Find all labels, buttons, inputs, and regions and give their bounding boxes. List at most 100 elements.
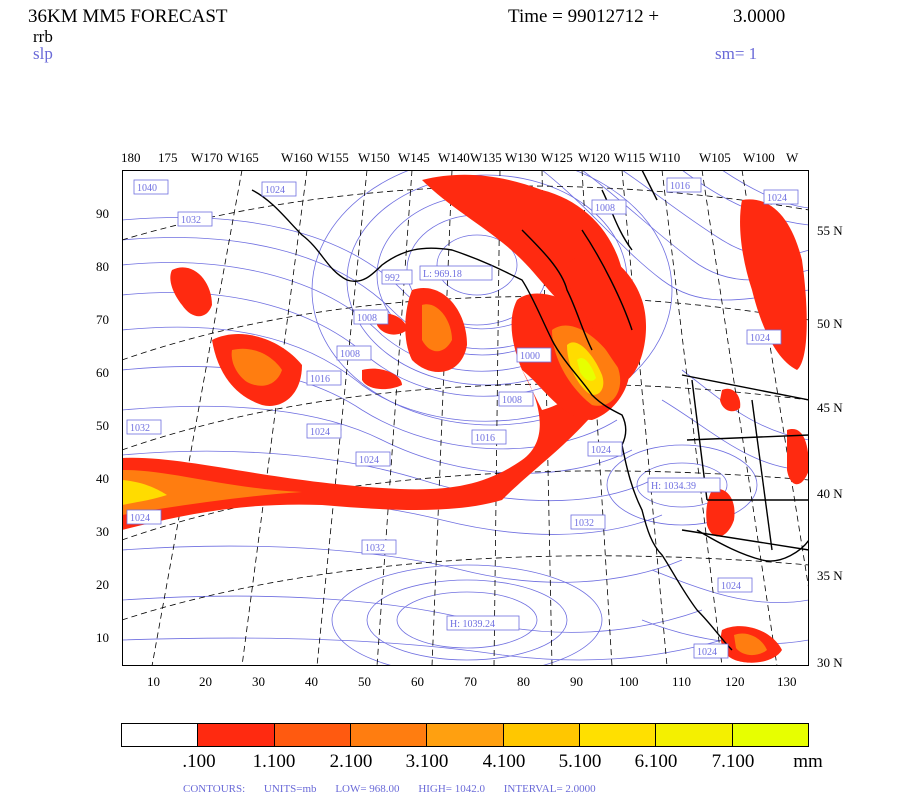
colorbar-cell [578, 724, 656, 746]
contour-label: 1024 [693, 643, 729, 659]
svg-text:1024: 1024 [359, 455, 379, 466]
svg-text:1024: 1024 [265, 185, 285, 196]
lon-label: W [786, 150, 799, 165]
colorbar-cell [273, 724, 350, 746]
precip-small-3 [720, 388, 741, 412]
svg-text:1032: 1032 [365, 543, 385, 554]
x-label: 10 [147, 674, 160, 689]
lon-label: W110 [649, 150, 681, 165]
lon-label: W115 [614, 150, 646, 165]
contour-label: 1008 [498, 391, 534, 407]
field-secondary: slp [33, 44, 53, 63]
contour-label: 1024 [587, 441, 623, 457]
colorbar-cell [349, 724, 427, 746]
precip-aleutian [170, 267, 212, 317]
svg-text:1024: 1024 [310, 427, 330, 438]
y-label: 40 [96, 471, 109, 486]
contour-label: 1024 [746, 329, 782, 345]
contour-label: 1024 [763, 189, 799, 205]
svg-text:H: 1034.39: H: 1034.39 [651, 481, 696, 492]
lon-label: W125 [541, 150, 573, 165]
contour-label: H: 1034.39 [647, 477, 721, 493]
svg-text:H: 1039.24: H: 1039.24 [450, 619, 495, 630]
svg-text:1024: 1024 [591, 445, 611, 456]
x-label: 130 [777, 674, 797, 689]
contour-label: 1024 [355, 451, 391, 467]
lon-label: W150 [358, 150, 390, 165]
precip-colorbar [121, 723, 809, 747]
svg-text:1016: 1016 [670, 181, 690, 192]
y-label: 90 [96, 206, 109, 221]
precip-shading [122, 174, 809, 663]
svg-text:1008: 1008 [340, 349, 360, 360]
colorbar-label: 2.100 [329, 751, 373, 772]
contour-label: 1024 [306, 423, 342, 439]
colorbar-label: 1.100 [252, 751, 296, 772]
contour-label: 992 [381, 269, 413, 285]
contour-label: 1032 [177, 211, 213, 227]
svg-text:1024: 1024 [767, 193, 787, 204]
lon-label: W170 [191, 150, 223, 165]
lon-label: W165 [227, 150, 259, 165]
contour-label: 1024 [717, 577, 753, 593]
x-label: 30 [252, 674, 265, 689]
lat-label: 55 N [817, 223, 843, 238]
colorbar-cell [197, 724, 274, 746]
chart-title: 36KM MM5 FORECAST [28, 6, 228, 27]
time-label: Time = 99012712 + [508, 6, 660, 27]
x-label: 80 [517, 674, 530, 689]
x-label: 20 [199, 674, 212, 689]
svg-text:1024: 1024 [697, 647, 717, 658]
lon-label: W155 [317, 150, 349, 165]
lon-label: W135 [470, 150, 502, 165]
lat-label: 30 N [817, 655, 843, 670]
svg-text:1024: 1024 [750, 333, 770, 344]
x-label: 90 [570, 674, 583, 689]
x-label: 40 [305, 674, 318, 689]
contour-label: 1024 [126, 509, 162, 525]
precip-canada [566, 253, 647, 380]
precip-rockies [740, 199, 807, 370]
colorbar-label: 3.100 [405, 751, 449, 772]
contour-labels: 1040 1032 1024 1008 992 L: 969.18 1008 1… [126, 177, 799, 659]
map-background [122, 170, 809, 666]
contour-info: CONTOURS: UNITS=mb LOW= 968.00 HIGH= 104… [183, 783, 612, 795]
x-label: 110 [672, 674, 692, 689]
x-label: 100 [619, 674, 639, 689]
map-frame [122, 170, 809, 666]
svg-text:1040: 1040 [137, 183, 157, 194]
contour-label: 1024 [261, 181, 297, 197]
field-primary: rrb [33, 27, 53, 46]
contour-label: 1016 [306, 370, 342, 386]
colorbar-label: 5.100 [558, 751, 602, 772]
contour-label: 1000 [516, 347, 552, 363]
lat-label: 45 N [817, 400, 843, 415]
high-label: HIGH= 1042.0 [418, 783, 486, 795]
colorbar-cell [731, 724, 808, 746]
contours-label: CONTOURS: [183, 783, 246, 795]
contour-label: 1016 [666, 177, 702, 193]
lon-label: W105 [699, 150, 731, 165]
svg-text:1032: 1032 [181, 215, 201, 226]
lon-label: W130 [505, 150, 537, 165]
contour-label [127, 508, 161, 522]
precip-gulf-west-mid [231, 348, 282, 386]
precip-small-1 [362, 368, 402, 390]
svg-text:1008: 1008 [357, 313, 377, 324]
colorbar-cell [655, 724, 732, 746]
contour-label: 1032 [570, 514, 606, 530]
colorbar-cell [426, 724, 503, 746]
lon-label: W160 [281, 150, 313, 165]
contour-label: 1016 [471, 429, 507, 445]
svg-text:1016: 1016 [310, 374, 330, 385]
x-label: 60 [411, 674, 424, 689]
lat-label: 40 N [817, 486, 843, 501]
lon-label: 175 [158, 150, 178, 165]
precip-east [787, 429, 809, 485]
y-label: 10 [96, 630, 109, 645]
coastlines [251, 170, 809, 651]
lon-label: W120 [578, 150, 610, 165]
precip-interior [706, 489, 735, 537]
forecast-map: 1040 1032 1024 1008 992 L: 969.18 1008 1… [122, 170, 809, 666]
lon-label: W145 [398, 150, 430, 165]
